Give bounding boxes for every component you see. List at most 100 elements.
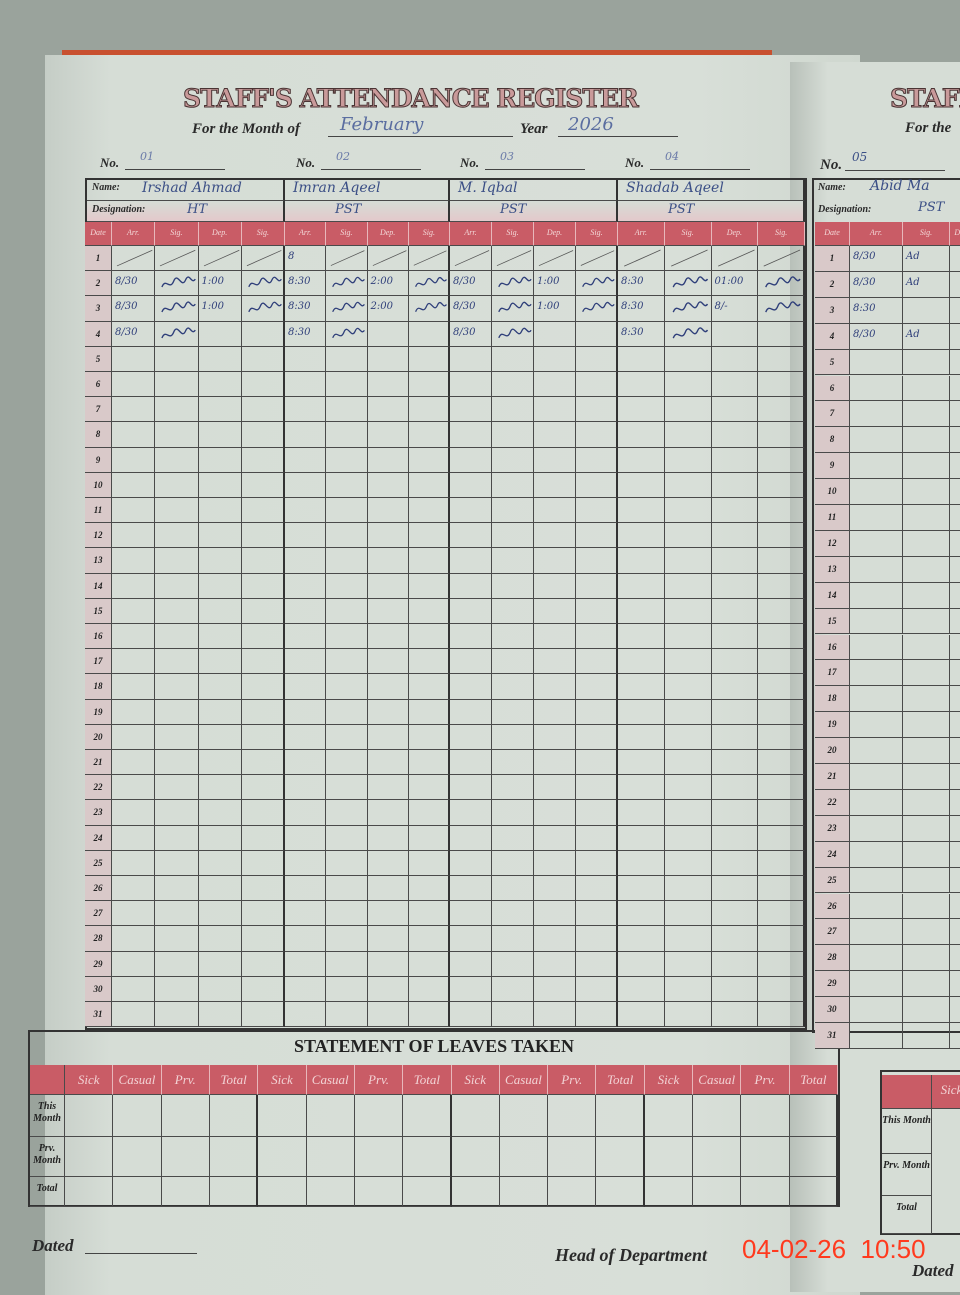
attendance-cell[interactable] [618, 901, 665, 927]
attendance-cell[interactable] [112, 573, 156, 599]
attendance-cell[interactable] [326, 901, 368, 927]
attendance-cell[interactable] [367, 750, 409, 776]
attendance-cell[interactable] [711, 926, 759, 952]
attendance-cell[interactable] [285, 372, 327, 398]
attendance-cell[interactable] [758, 321, 805, 347]
attendance-cell[interactable] [155, 447, 199, 473]
attendance-cell[interactable] [198, 699, 242, 725]
attendance-cell[interactable] [711, 674, 759, 700]
attendance-cell[interactable] [285, 976, 327, 1002]
attendance-cell[interactable] [285, 548, 327, 574]
right-attendance-cell[interactable] [850, 997, 903, 1023]
attendance-cell[interactable] [576, 724, 618, 750]
attendance-cell[interactable] [534, 624, 576, 650]
right-attendance-cell[interactable] [903, 971, 950, 998]
attendance-cell[interactable] [534, 548, 576, 574]
attendance-cell[interactable] [112, 523, 156, 549]
leaves-cell[interactable] [644, 1177, 694, 1207]
attendance-cell[interactable] [664, 976, 712, 1002]
attendance-cell[interactable] [664, 523, 712, 549]
attendance-cell[interactable] [618, 750, 665, 776]
attendance-cell[interactable] [492, 649, 534, 675]
attendance-cell[interactable] [285, 498, 327, 524]
attendance-cell[interactable] [758, 825, 805, 851]
attendance-cell[interactable] [112, 750, 156, 776]
right-attendance-cell[interactable] [950, 816, 960, 842]
attendance-cell[interactable] [198, 523, 242, 549]
attendance-cell[interactable] [618, 346, 665, 372]
leaves-cell[interactable] [693, 1137, 742, 1177]
attendance-cell[interactable] [198, 901, 242, 927]
attendance-cell[interactable] [618, 876, 665, 902]
leaves-cell[interactable] [644, 1095, 694, 1137]
attendance-cell[interactable] [758, 649, 805, 675]
attendance-cell[interactable] [450, 724, 492, 750]
right-attendance-cell[interactable] [850, 712, 903, 739]
leaves-cell[interactable] [65, 1137, 114, 1177]
attendance-cell[interactable] [285, 598, 327, 624]
attendance-cell[interactable] [241, 598, 285, 624]
attendance-cell[interactable] [492, 699, 534, 725]
attendance-cell[interactable] [408, 548, 450, 574]
attendance-cell[interactable] [198, 674, 242, 700]
right-attendance-cell[interactable] [850, 867, 903, 894]
attendance-cell[interactable] [367, 649, 409, 675]
attendance-cell[interactable] [758, 573, 805, 599]
attendance-cell[interactable] [408, 775, 450, 801]
attendance-cell[interactable] [241, 901, 285, 927]
attendance-cell[interactable] [711, 775, 759, 801]
attendance-cell[interactable] [492, 372, 534, 398]
attendance-cell[interactable] [450, 598, 492, 624]
right-attendance-cell[interactable] [903, 1023, 950, 1049]
attendance-cell[interactable] [450, 246, 492, 272]
attendance-cell[interactable] [576, 246, 618, 272]
attendance-cell[interactable] [758, 800, 805, 826]
right-attendance-cell[interactable] [850, 530, 903, 557]
attendance-cell[interactable] [155, 976, 199, 1002]
attendance-cell[interactable] [112, 724, 156, 750]
attendance-cell[interactable] [711, 800, 759, 826]
attendance-cell[interactable] [241, 523, 285, 549]
attendance-cell[interactable] [198, 624, 242, 650]
attendance-cell[interactable] [534, 775, 576, 801]
right-attendance-cell[interactable] [950, 479, 960, 505]
right-attendance-cell[interactable] [850, 738, 903, 764]
attendance-cell[interactable] [112, 825, 156, 851]
right-attendance-cell[interactable] [903, 867, 950, 894]
right-attendance-cell[interactable] [850, 505, 903, 531]
attendance-cell[interactable] [492, 397, 534, 423]
attendance-cell[interactable] [618, 800, 665, 826]
attendance-cell[interactable] [112, 926, 156, 952]
attendance-cell[interactable] [241, 573, 285, 599]
leaves-cell[interactable] [596, 1177, 645, 1207]
right-attendance-cell[interactable] [850, 686, 903, 713]
attendance-cell[interactable] [576, 548, 618, 574]
right-attendance-cell[interactable] [850, 453, 903, 480]
attendance-cell[interactable]: 8/30 [450, 321, 492, 347]
attendance-cell[interactable] [492, 850, 534, 876]
attendance-cell[interactable] [664, 876, 712, 902]
leaves-cell[interactable] [113, 1137, 162, 1177]
attendance-cell[interactable] [576, 447, 618, 473]
attendance-cell[interactable] [618, 1002, 665, 1028]
attendance-cell[interactable] [758, 976, 805, 1002]
leaves-cell[interactable] [403, 1177, 452, 1207]
attendance-cell[interactable] [711, 1002, 759, 1028]
attendance-cell[interactable] [408, 447, 450, 473]
right-attendance-cell[interactable] [950, 246, 960, 272]
right-attendance-cell[interactable] [950, 842, 960, 868]
signature-mark[interactable] [576, 271, 618, 297]
attendance-cell[interactable] [534, 598, 576, 624]
attendance-cell[interactable] [285, 523, 327, 549]
attendance-cell[interactable] [408, 674, 450, 700]
signature-mark[interactable] [326, 271, 368, 297]
attendance-cell[interactable] [241, 800, 285, 826]
attendance-cell[interactable] [285, 724, 327, 750]
attendance-cell[interactable] [664, 926, 712, 952]
attendance-cell[interactable]: 2:00 [367, 296, 409, 322]
leaves-cell[interactable] [306, 1177, 355, 1207]
attendance-cell[interactable] [367, 447, 409, 473]
attendance-cell[interactable] [326, 876, 368, 902]
attendance-cell[interactable] [618, 951, 665, 977]
leaves-cell[interactable] [65, 1177, 114, 1207]
